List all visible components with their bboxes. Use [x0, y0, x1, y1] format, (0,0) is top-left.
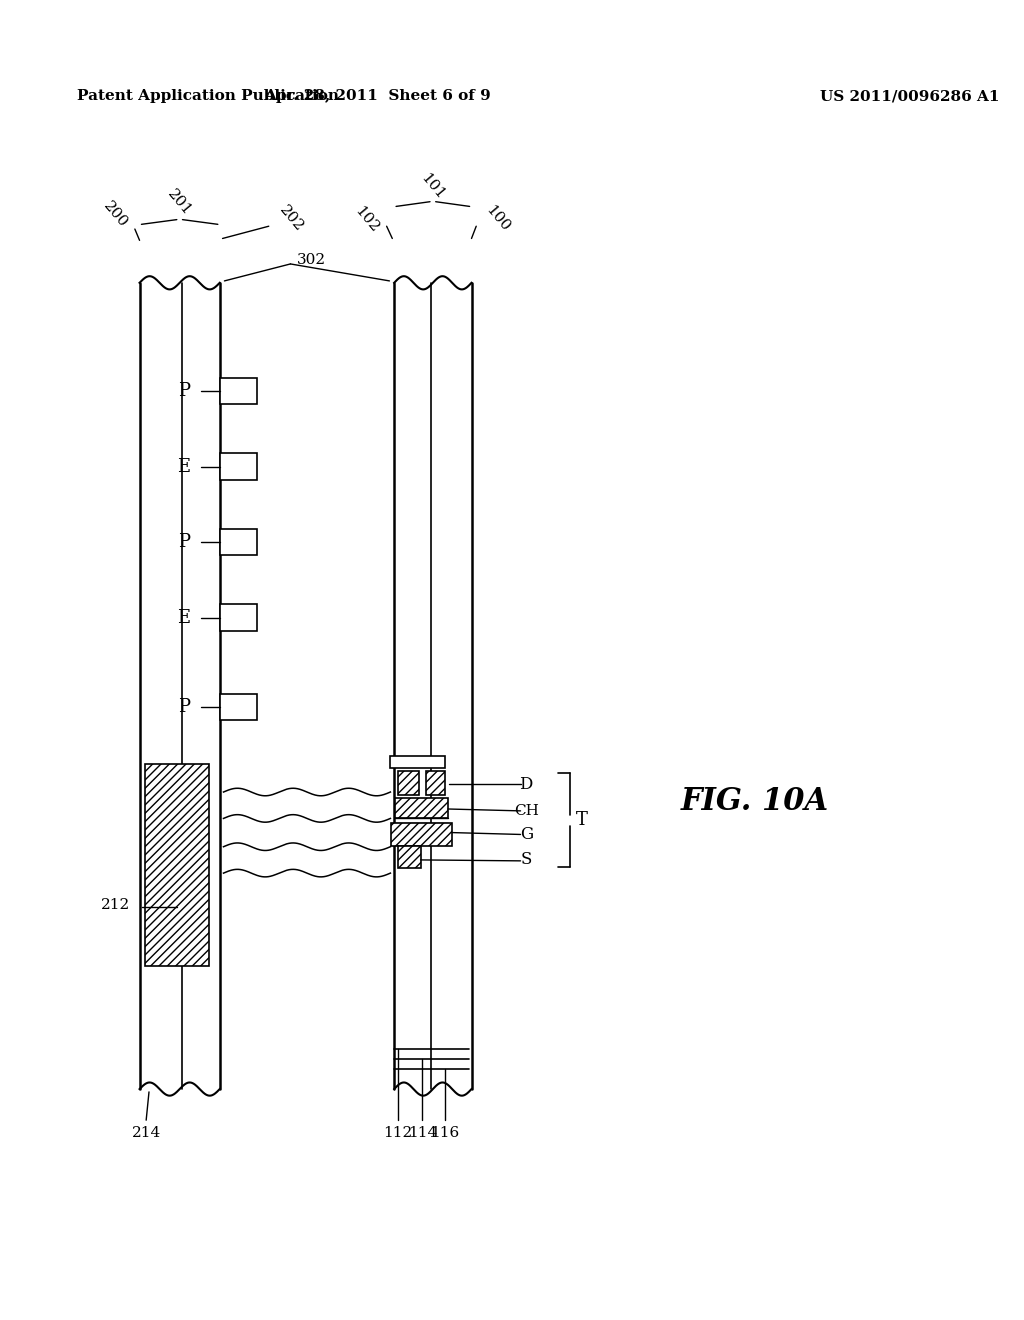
Text: 200: 200: [100, 199, 130, 231]
Text: S: S: [520, 851, 531, 869]
Text: 116: 116: [430, 1126, 460, 1140]
Bar: [220, 378, 257, 404]
Bar: [395, 797, 447, 818]
Bar: [220, 454, 257, 480]
Text: 201: 201: [165, 187, 195, 218]
Bar: [398, 846, 421, 869]
Text: 202: 202: [276, 203, 306, 235]
Text: E: E: [177, 609, 190, 627]
Text: 302: 302: [297, 253, 326, 267]
Text: P: P: [178, 383, 189, 400]
Bar: [426, 771, 445, 795]
Bar: [220, 694, 257, 721]
Text: D: D: [519, 776, 532, 793]
Text: T: T: [575, 812, 588, 829]
Text: CH: CH: [514, 804, 539, 818]
Bar: [145, 764, 209, 966]
Text: 102: 102: [351, 203, 381, 235]
Text: FIG. 10A: FIG. 10A: [680, 785, 828, 817]
Bar: [220, 529, 257, 556]
Bar: [220, 605, 257, 631]
Text: 114: 114: [408, 1126, 437, 1140]
Bar: [398, 771, 419, 795]
Bar: [391, 824, 452, 846]
Text: 100: 100: [483, 203, 512, 235]
Text: US 2011/0096286 A1: US 2011/0096286 A1: [820, 88, 999, 103]
Text: 112: 112: [383, 1126, 413, 1140]
Text: P: P: [178, 533, 189, 552]
Text: Patent Application Publication: Patent Application Publication: [78, 88, 339, 103]
Text: P: P: [178, 698, 189, 717]
Text: 101: 101: [418, 170, 447, 202]
Text: 214: 214: [131, 1126, 161, 1140]
Bar: [390, 756, 445, 768]
Text: G: G: [519, 826, 532, 843]
Text: 212: 212: [101, 898, 130, 912]
Text: E: E: [177, 458, 190, 475]
Text: Apr. 28, 2011  Sheet 6 of 9: Apr. 28, 2011 Sheet 6 of 9: [264, 88, 490, 103]
